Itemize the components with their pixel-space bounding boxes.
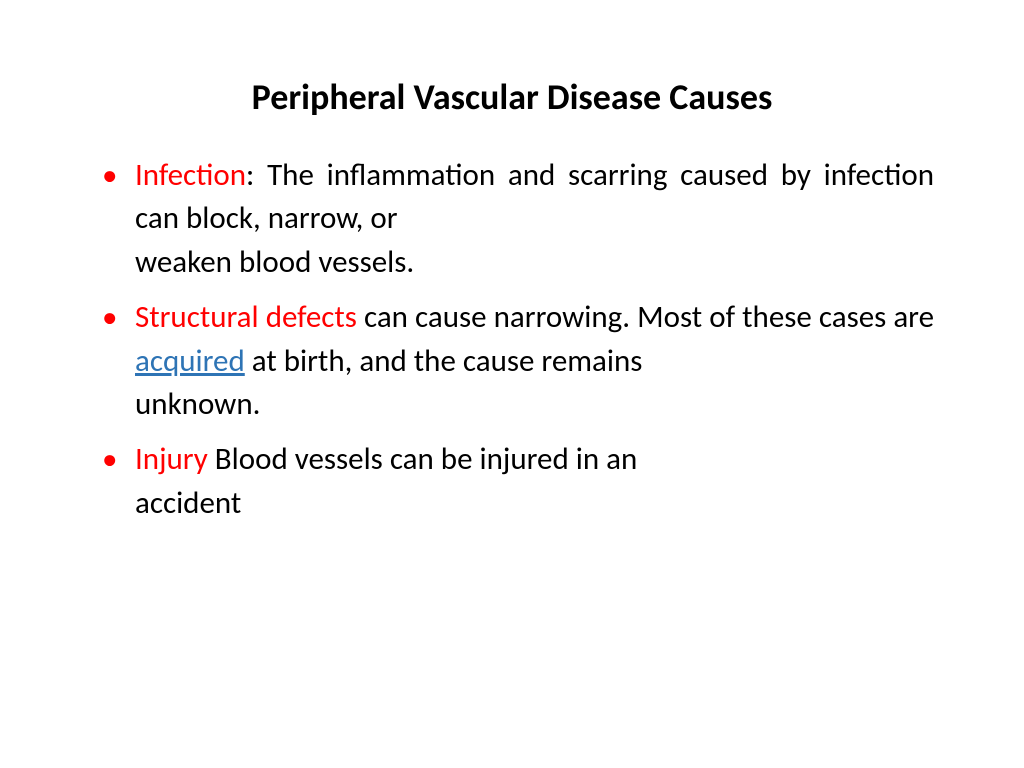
- bullet-item-infection: Infection: The inflammation and scarring…: [90, 154, 934, 284]
- term-infection: Infection: [135, 156, 246, 194]
- link-acquired[interactable]: acquired: [135, 342, 245, 380]
- bullet-text: can cause narrowing. Most of these cases…: [357, 298, 934, 336]
- bullet-text-end: weaken blood vessels.: [135, 241, 934, 284]
- bullet-text-end: unknown.: [135, 383, 934, 426]
- term-injury: Injury: [135, 440, 208, 478]
- bullet-list: Infection: The inflammation and scarring…: [90, 154, 934, 525]
- bullet-text: at birth, and the cause remains: [245, 342, 643, 380]
- bullet-item-structural: Structural defects can cause narrowing. …: [90, 296, 934, 426]
- bullet-text: Blood vessels can be injured in an: [208, 440, 638, 478]
- term-structural: Structural defects: [135, 298, 357, 336]
- slide-title: Peripheral Vascular Disease Causes: [140, 75, 884, 119]
- bullet-text: : The inflammation and scarring caused b…: [135, 156, 934, 237]
- bullet-item-injury: Injury Blood vessels can be injured in a…: [90, 438, 934, 525]
- bullet-text-end: accident: [135, 482, 934, 525]
